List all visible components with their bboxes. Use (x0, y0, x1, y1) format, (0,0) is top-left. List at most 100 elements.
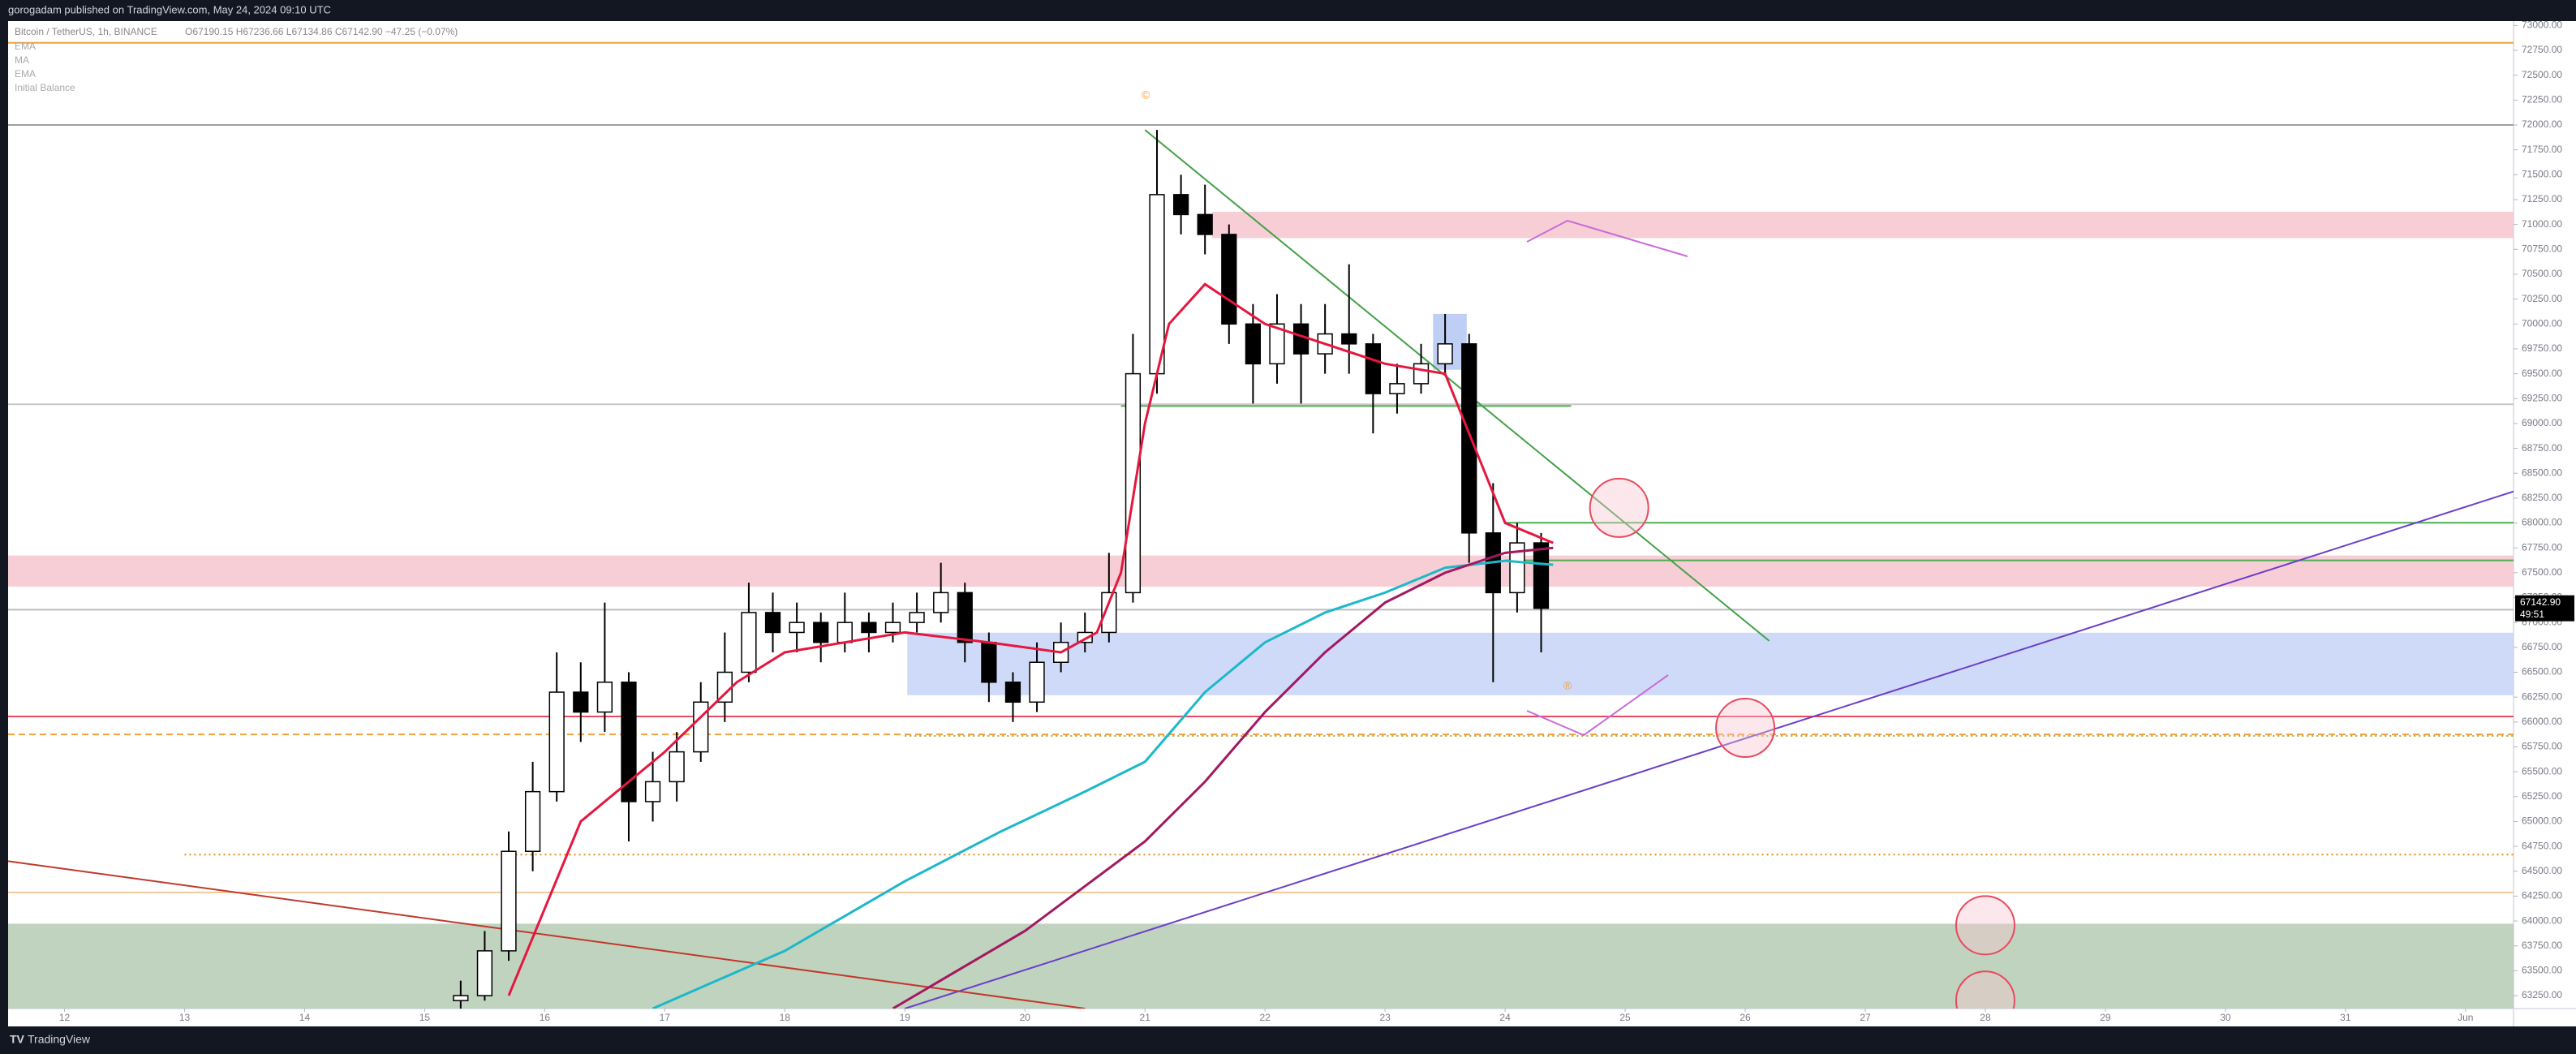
y-tick-label: 63250.00 (2522, 989, 2562, 1000)
y-tick-label: 67500.00 (2522, 566, 2562, 578)
y-tick-label: 71250.00 (2522, 193, 2562, 204)
y-tick-label: 66250.00 (2522, 690, 2562, 702)
candle-body (1437, 343, 1453, 365)
legend-indicator: MA (15, 54, 29, 66)
candle-body (909, 612, 925, 623)
candle-body (1292, 323, 1310, 355)
x-tick-label: 22 (1259, 1012, 1271, 1023)
candle-body (1365, 343, 1381, 394)
candle-body (741, 612, 757, 673)
x-tick-label: 20 (1020, 1012, 1031, 1023)
candle-body (1197, 213, 1213, 235)
header-text: gorogadam published on TradingView.com, … (8, 3, 331, 15)
y-tick-label: 69250.00 (2522, 392, 2562, 403)
y-tick-label: 67750.00 (2522, 541, 2562, 553)
candle-body (573, 691, 589, 713)
y-tick-label: 72000.00 (2522, 118, 2562, 130)
last-price-tag (2515, 595, 2574, 622)
indicator-line (507, 282, 1554, 996)
candle-body (1341, 333, 1357, 345)
candle-body (1221, 234, 1237, 325)
candle-body (1172, 194, 1189, 216)
candle-body (1004, 682, 1021, 703)
x-tick-label: 19 (900, 1012, 911, 1023)
circle-drawing (1589, 477, 1649, 538)
circle-drawing (1955, 970, 2015, 1009)
trend-line (1144, 129, 1770, 642)
legend-indicator: Initial Balance (15, 82, 75, 93)
candle-body (1389, 383, 1405, 394)
y-tick-label: 73000.00 (2522, 19, 2562, 31)
overlay: Bitcoin / TetherUS, 1h, BINANCE O67190.1… (10, 26, 1688, 1046)
candle-body (813, 622, 829, 643)
candle-body (596, 682, 613, 713)
legend-indicator: EMA (15, 41, 36, 52)
x-tick-label: 28 (1980, 1012, 1991, 1023)
y-tick-label: 72250.00 (2522, 94, 2562, 105)
x-tick-label: 18 (780, 1012, 791, 1023)
x-tick-label: 30 (2220, 1012, 2231, 1023)
candle-body (1461, 343, 1477, 534)
y-tick-label: 71500.00 (2522, 169, 2562, 180)
countdown-label: 49:51 (2520, 609, 2544, 620)
candle-body (1101, 592, 1117, 634)
y-tick-label: 63750.00 (2522, 940, 2562, 951)
legend-indicator: EMA (15, 68, 36, 80)
footer-brand[interactable]: TradingView (28, 1033, 91, 1046)
candle-body (789, 622, 805, 634)
chart-background (8, 21, 2576, 1026)
candle-body (861, 622, 877, 634)
y-tick-label: 65000.00 (2522, 815, 2562, 827)
x-tick-label: Jun (2458, 1012, 2473, 1023)
y-tick-label: 71000.00 (2522, 218, 2562, 230)
y-tick-label: 63500.00 (2522, 965, 2562, 976)
x-tick-label: 25 (1619, 1012, 1631, 1023)
y-tick-label: 66750.00 (2522, 641, 2562, 652)
x-tick-label: 13 (179, 1012, 191, 1023)
y-tick-label: 64500.00 (2522, 865, 2562, 876)
candle-body (957, 592, 973, 643)
candle-body (548, 691, 565, 793)
candle-body (981, 641, 997, 683)
y-tick-label: 64250.00 (2522, 890, 2562, 901)
x-tick-label: 31 (2340, 1012, 2351, 1023)
y-tick-label: 68000.00 (2522, 517, 2562, 528)
y-tick-label: 69750.00 (2522, 342, 2562, 354)
candle-body (524, 790, 541, 852)
x-tick-label: 21 (1140, 1012, 1151, 1023)
y-tick-label: 65750.00 (2522, 741, 2562, 752)
zone (907, 632, 2514, 695)
y-tick-label: 72500.00 (2522, 69, 2562, 80)
candle-body (1149, 194, 1165, 375)
candle-body (476, 950, 493, 996)
indicator-line (892, 546, 1554, 1009)
x-tick-label: 24 (1499, 1012, 1511, 1023)
x-tick-label: 15 (419, 1012, 431, 1023)
candle-body (644, 781, 661, 802)
x-tick-label: 16 (540, 1012, 551, 1023)
y-tick-label: 66000.00 (2522, 716, 2562, 727)
candle-body (1029, 661, 1045, 703)
candle-body (764, 612, 781, 634)
brand-logo[interactable]: TV (10, 1033, 25, 1046)
candle-body (621, 682, 637, 802)
legend-ohlc: O67190.15 H67236.66 L67134.86 C67142.90 … (185, 26, 458, 37)
x-tick-label: 17 (660, 1012, 671, 1023)
plot-area (8, 41, 2514, 1009)
y-tick-label: 65500.00 (2522, 765, 2562, 777)
candle-body (884, 622, 901, 634)
y-tick-label: 64000.00 (2522, 914, 2562, 926)
trend-line (904, 490, 2514, 1009)
candle-body (1509, 542, 1525, 594)
x-tick-label: 29 (2100, 1012, 2111, 1023)
legend-symbol: Bitcoin / TetherUS, 1h, BINANCE (15, 26, 157, 37)
x-tick-label: 12 (59, 1012, 71, 1023)
y-tick-label: 70250.00 (2522, 293, 2562, 304)
candle-body (836, 622, 853, 643)
x-tick-label: 27 (1860, 1012, 1871, 1023)
candle-body (1245, 323, 1262, 365)
zone (8, 923, 2514, 1009)
y-tick-label: 64750.00 (2522, 840, 2562, 851)
